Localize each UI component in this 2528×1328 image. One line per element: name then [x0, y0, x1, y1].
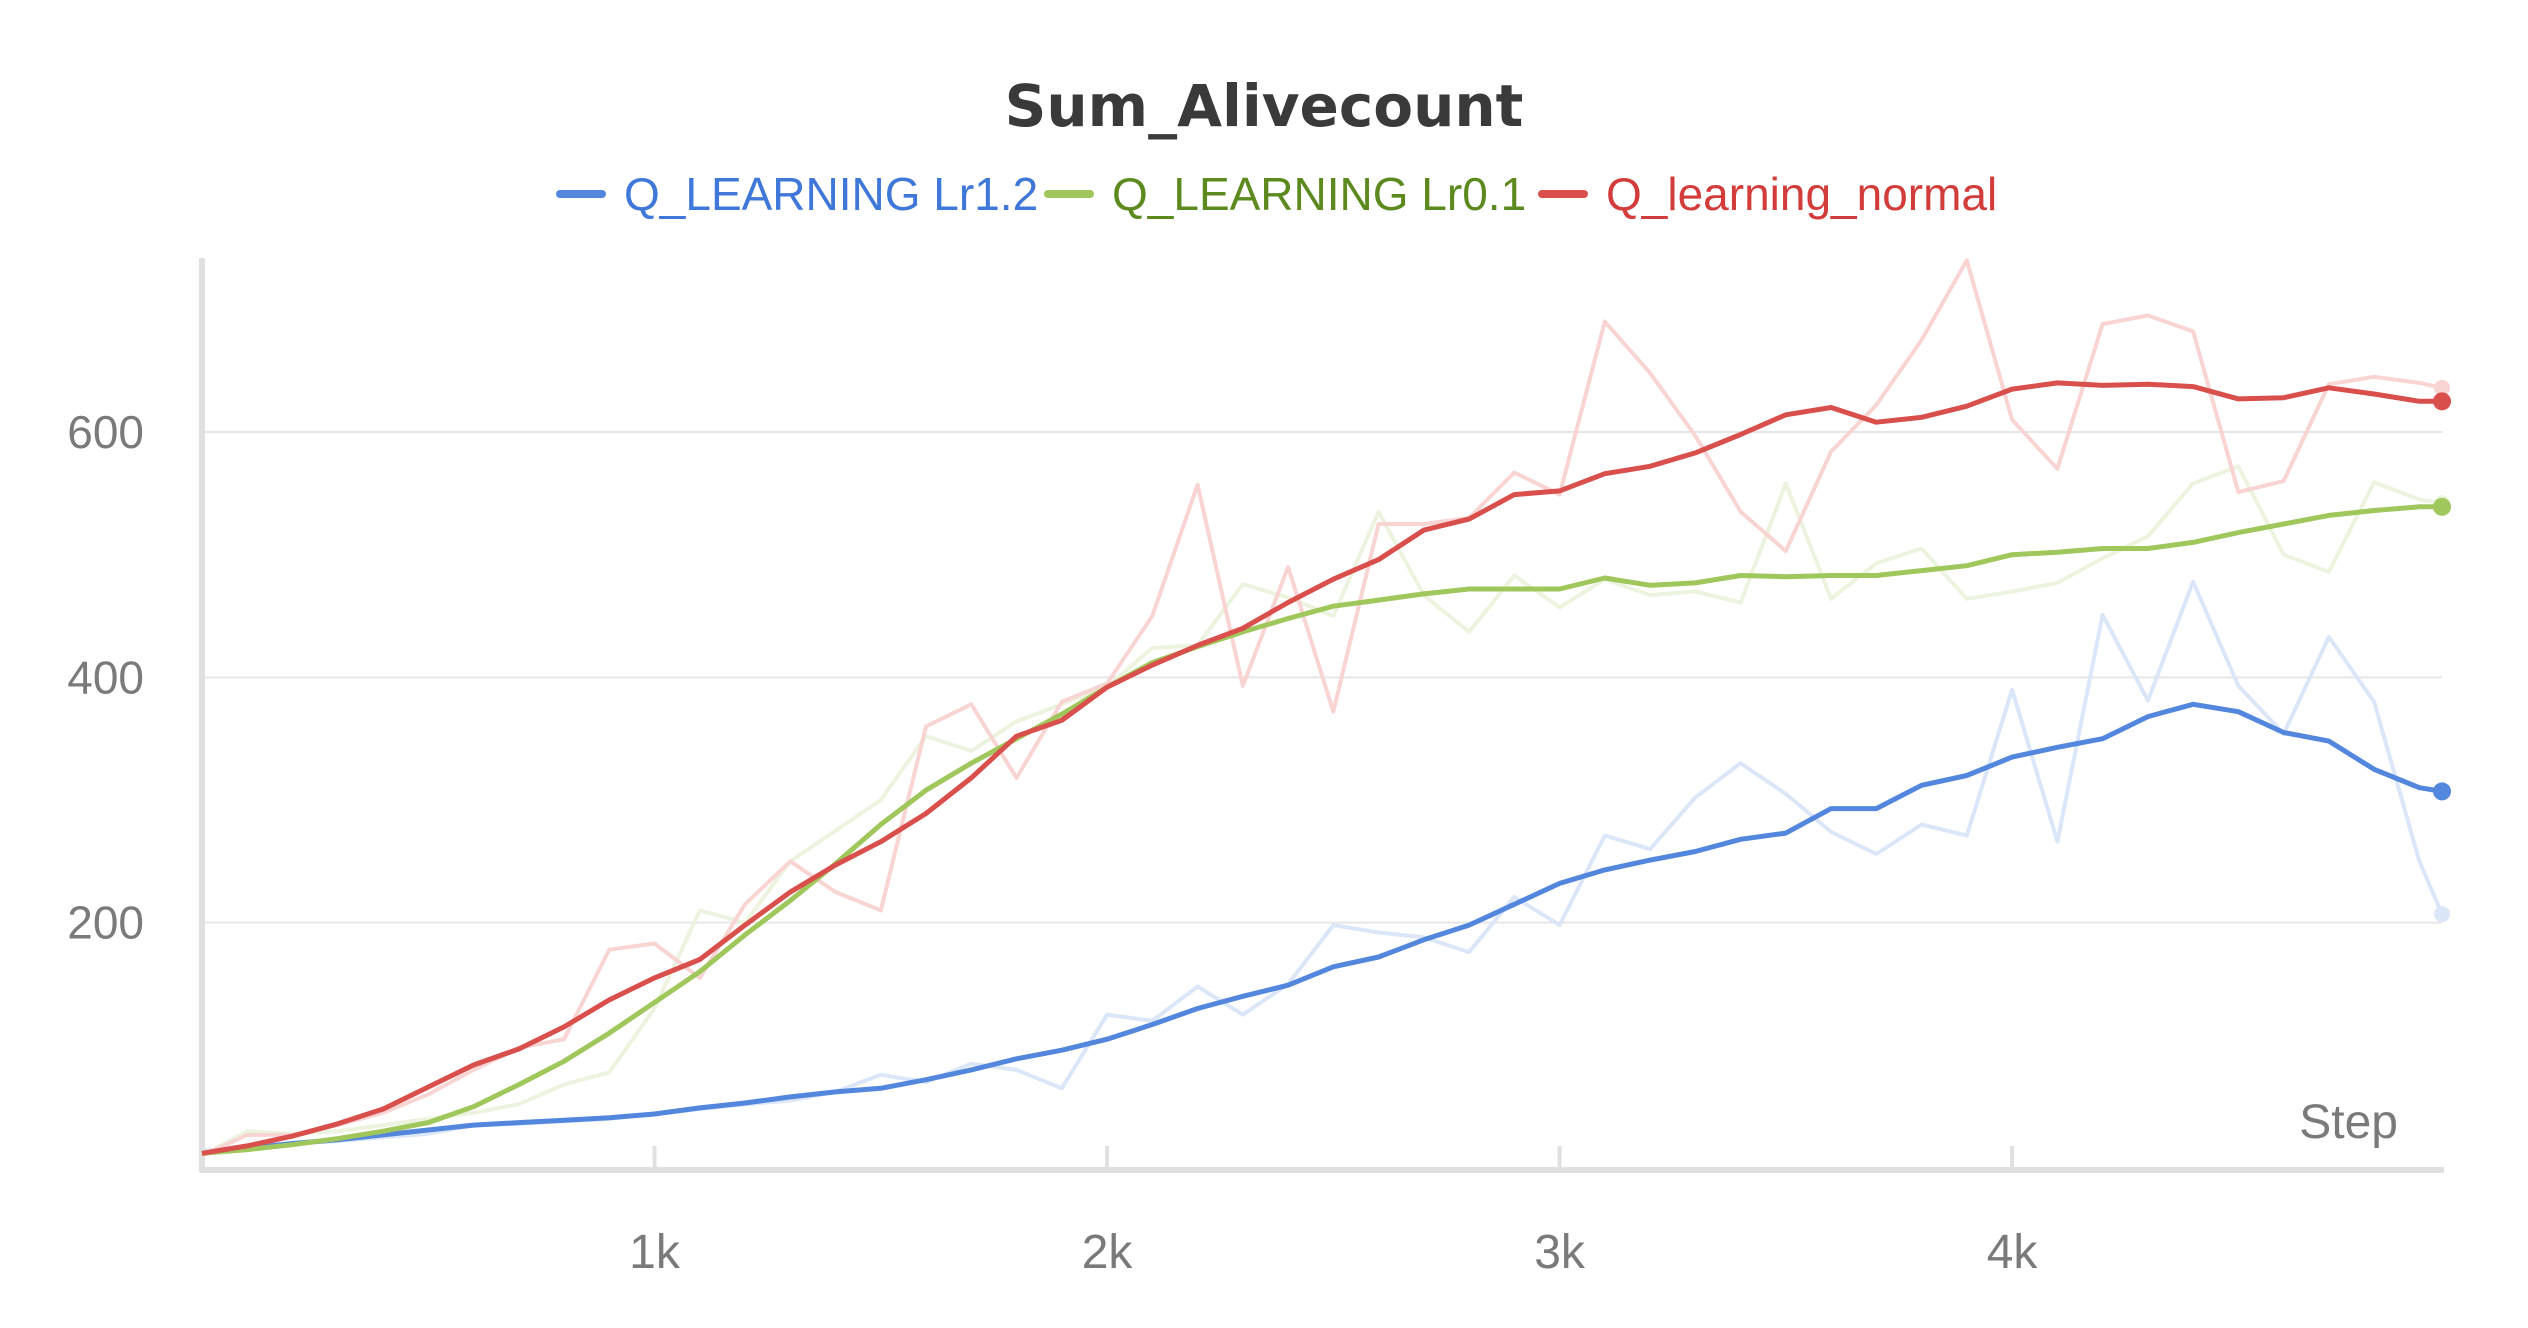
grid-lines: 200 400 600: [67, 406, 2442, 949]
series-line-0: [201, 701, 2443, 1156]
x-tick-label: 3k: [1534, 1226, 1586, 1279]
x-tick-label: 2k: [1082, 1226, 1134, 1279]
y-tick-label: 200: [67, 897, 144, 949]
x-tick-label: 4k: [1987, 1226, 2039, 1279]
series-line-2: [201, 380, 2442, 1156]
smoothed-series-lines: [201, 380, 2443, 1156]
series-raw-end-point-2: [2434, 379, 2450, 396]
series-raw-line-0: [201, 579, 2444, 1153]
raw-series-lines: [201, 258, 2444, 1158]
chart-legend: Q_LEARNING Lr1.2 Q_LEARNING Lr0.1 Q_learni…: [556, 168, 1997, 220]
legend-label-1: Q_LEARNING Lr0.1: [1112, 168, 1526, 220]
y-tick-label: 400: [67, 651, 144, 703]
axes: 1k 2k 3k 4k: [199, 258, 2444, 1279]
y-tick-label: 600: [67, 406, 144, 458]
series-end-point-0: [2433, 782, 2451, 801]
series-raw-line-1: [201, 464, 2443, 1158]
end-points: [2433, 379, 2451, 923]
x-axis-label: Step: [2299, 1096, 2398, 1149]
series-end-point-1: [2433, 497, 2451, 516]
legend-label-0: Q_LEARNING Lr1.2: [624, 168, 1038, 220]
legend-label-2: Q_learning_normal: [1606, 168, 1997, 220]
series-raw-end-point-0: [2434, 906, 2450, 923]
chart-title: Sum_Alivecount: [1005, 72, 1524, 140]
series-raw-line-2: [201, 258, 2443, 1158]
series-end-point-2: [2433, 392, 2451, 411]
x-tick-label: 1k: [629, 1226, 681, 1279]
series-line-1: [201, 504, 2442, 1156]
